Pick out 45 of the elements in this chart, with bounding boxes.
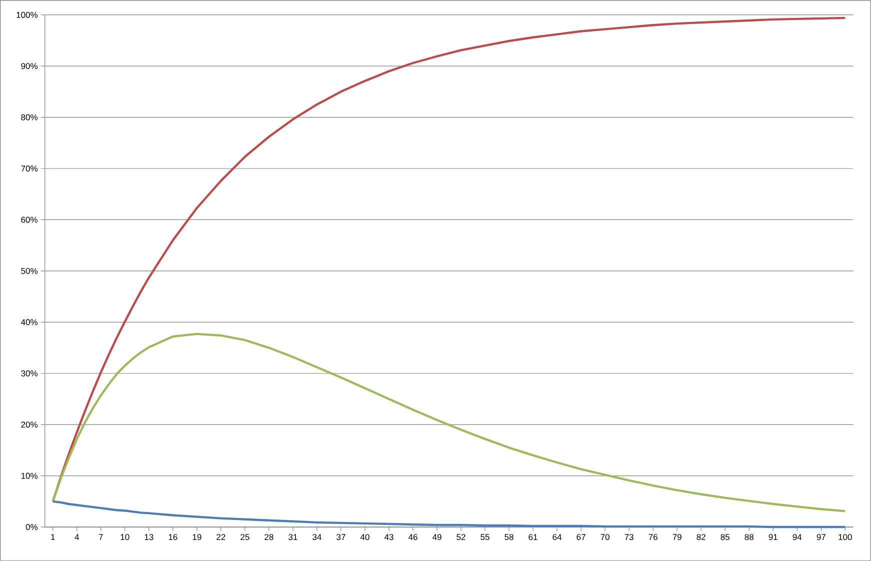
x-tick-label: 28	[264, 534, 274, 540]
x-tick-label: 79	[672, 534, 682, 540]
y-tick-label: 40%	[21, 319, 38, 326]
x-tick-label: 25	[240, 534, 250, 540]
x-tick-label: 19	[192, 534, 202, 540]
x-tick-label: 64	[552, 534, 562, 540]
x-tick-label: 76	[648, 534, 658, 540]
x-tick-label: 85	[720, 534, 730, 540]
y-tick-label: 20%	[21, 422, 38, 428]
x-tick-label: 94	[792, 534, 802, 540]
x-tick-label: 31	[288, 534, 298, 540]
x-tick-label: 7	[98, 534, 103, 540]
x-tick-label: 70	[600, 534, 610, 540]
x-tick-label: 10	[120, 534, 130, 540]
y-tick-label: 100%	[16, 12, 38, 18]
x-tick-label: 37	[336, 534, 346, 540]
x-tick-label: 100	[838, 534, 852, 540]
y-tick-label: 30%	[21, 370, 38, 376]
x-tick-label: 49	[432, 534, 442, 540]
x-tick-label: 55	[480, 534, 490, 540]
y-tick-label: 70%	[21, 166, 38, 172]
x-tick-label: 1	[51, 534, 55, 540]
x-tick-label: 22	[216, 534, 226, 540]
x-tick-label: 61	[528, 534, 538, 540]
x-tick-label: 88	[744, 534, 754, 540]
y-tick-label: 0%	[26, 524, 38, 530]
x-tick-label: 4	[74, 534, 79, 540]
x-tick-label: 34	[312, 534, 322, 540]
y-tick-label: 60%	[21, 216, 38, 223]
x-tick-label: 16	[168, 534, 178, 540]
y-tick-label: 10%	[21, 472, 38, 479]
x-tick-label: 46	[408, 534, 418, 540]
x-tick-label: 58	[504, 534, 514, 540]
x-tick-label: 52	[456, 534, 466, 540]
x-tick-label: 40	[360, 534, 370, 540]
x-tick-label: 97	[816, 534, 826, 540]
y-tick-label: 90%	[21, 63, 38, 70]
x-tick-label: 67	[576, 534, 586, 540]
x-tick-label: 13	[144, 534, 154, 540]
x-tick-label: 43	[384, 534, 394, 540]
x-tick-label: 73	[624, 534, 634, 540]
y-tick-label: 80%	[21, 114, 38, 120]
x-tick-label: 91	[768, 534, 778, 540]
x-tick-label: 82	[696, 534, 706, 540]
y-tick-label: 50%	[21, 268, 38, 274]
